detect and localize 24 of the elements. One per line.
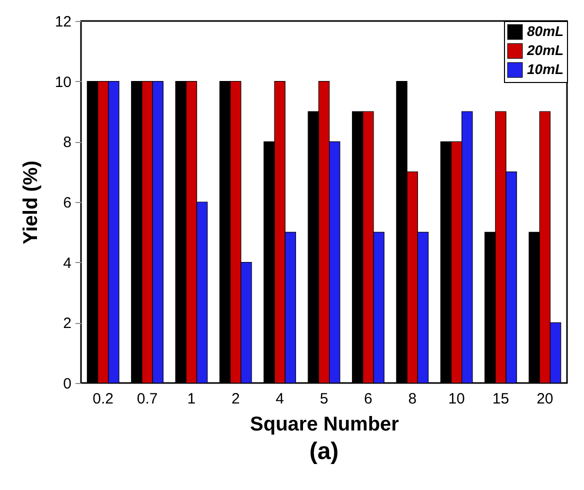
legend-label: 80mL <box>527 23 564 39</box>
legend-label: 10mL <box>527 61 564 77</box>
y-tick-label: 2 <box>63 315 72 332</box>
x-tick-label: 10 <box>448 390 465 408</box>
x-tick-label: 4 <box>276 390 284 408</box>
x-tick-label: 15 <box>492 390 510 408</box>
x-tick-label: 6 <box>364 390 372 408</box>
x-tick-label: 0.7 <box>136 390 158 408</box>
y-tick-label: 0 <box>63 376 72 392</box>
y-tick-label: 12 <box>54 14 72 30</box>
x-axis-title: Square Number <box>250 414 400 436</box>
x-tick-label: 0.2 <box>92 390 114 408</box>
y-tick-label: 8 <box>63 134 72 152</box>
x-tick-label: 8 <box>408 390 417 408</box>
text: (a) <box>309 438 339 465</box>
y-axis-title: Yield (%) <box>20 160 42 244</box>
legend-label: 20mL <box>526 42 564 58</box>
x-tick-label: 2 <box>231 390 240 408</box>
x-tick-label: 5 <box>320 390 328 408</box>
x-tick-label: 20 <box>536 390 554 408</box>
x-tick-label: 1 <box>187 390 196 408</box>
y-tick-label: 4 <box>63 254 72 272</box>
y-tick-label: 6 <box>63 194 72 212</box>
y-tick-label: 10 <box>54 74 72 91</box>
